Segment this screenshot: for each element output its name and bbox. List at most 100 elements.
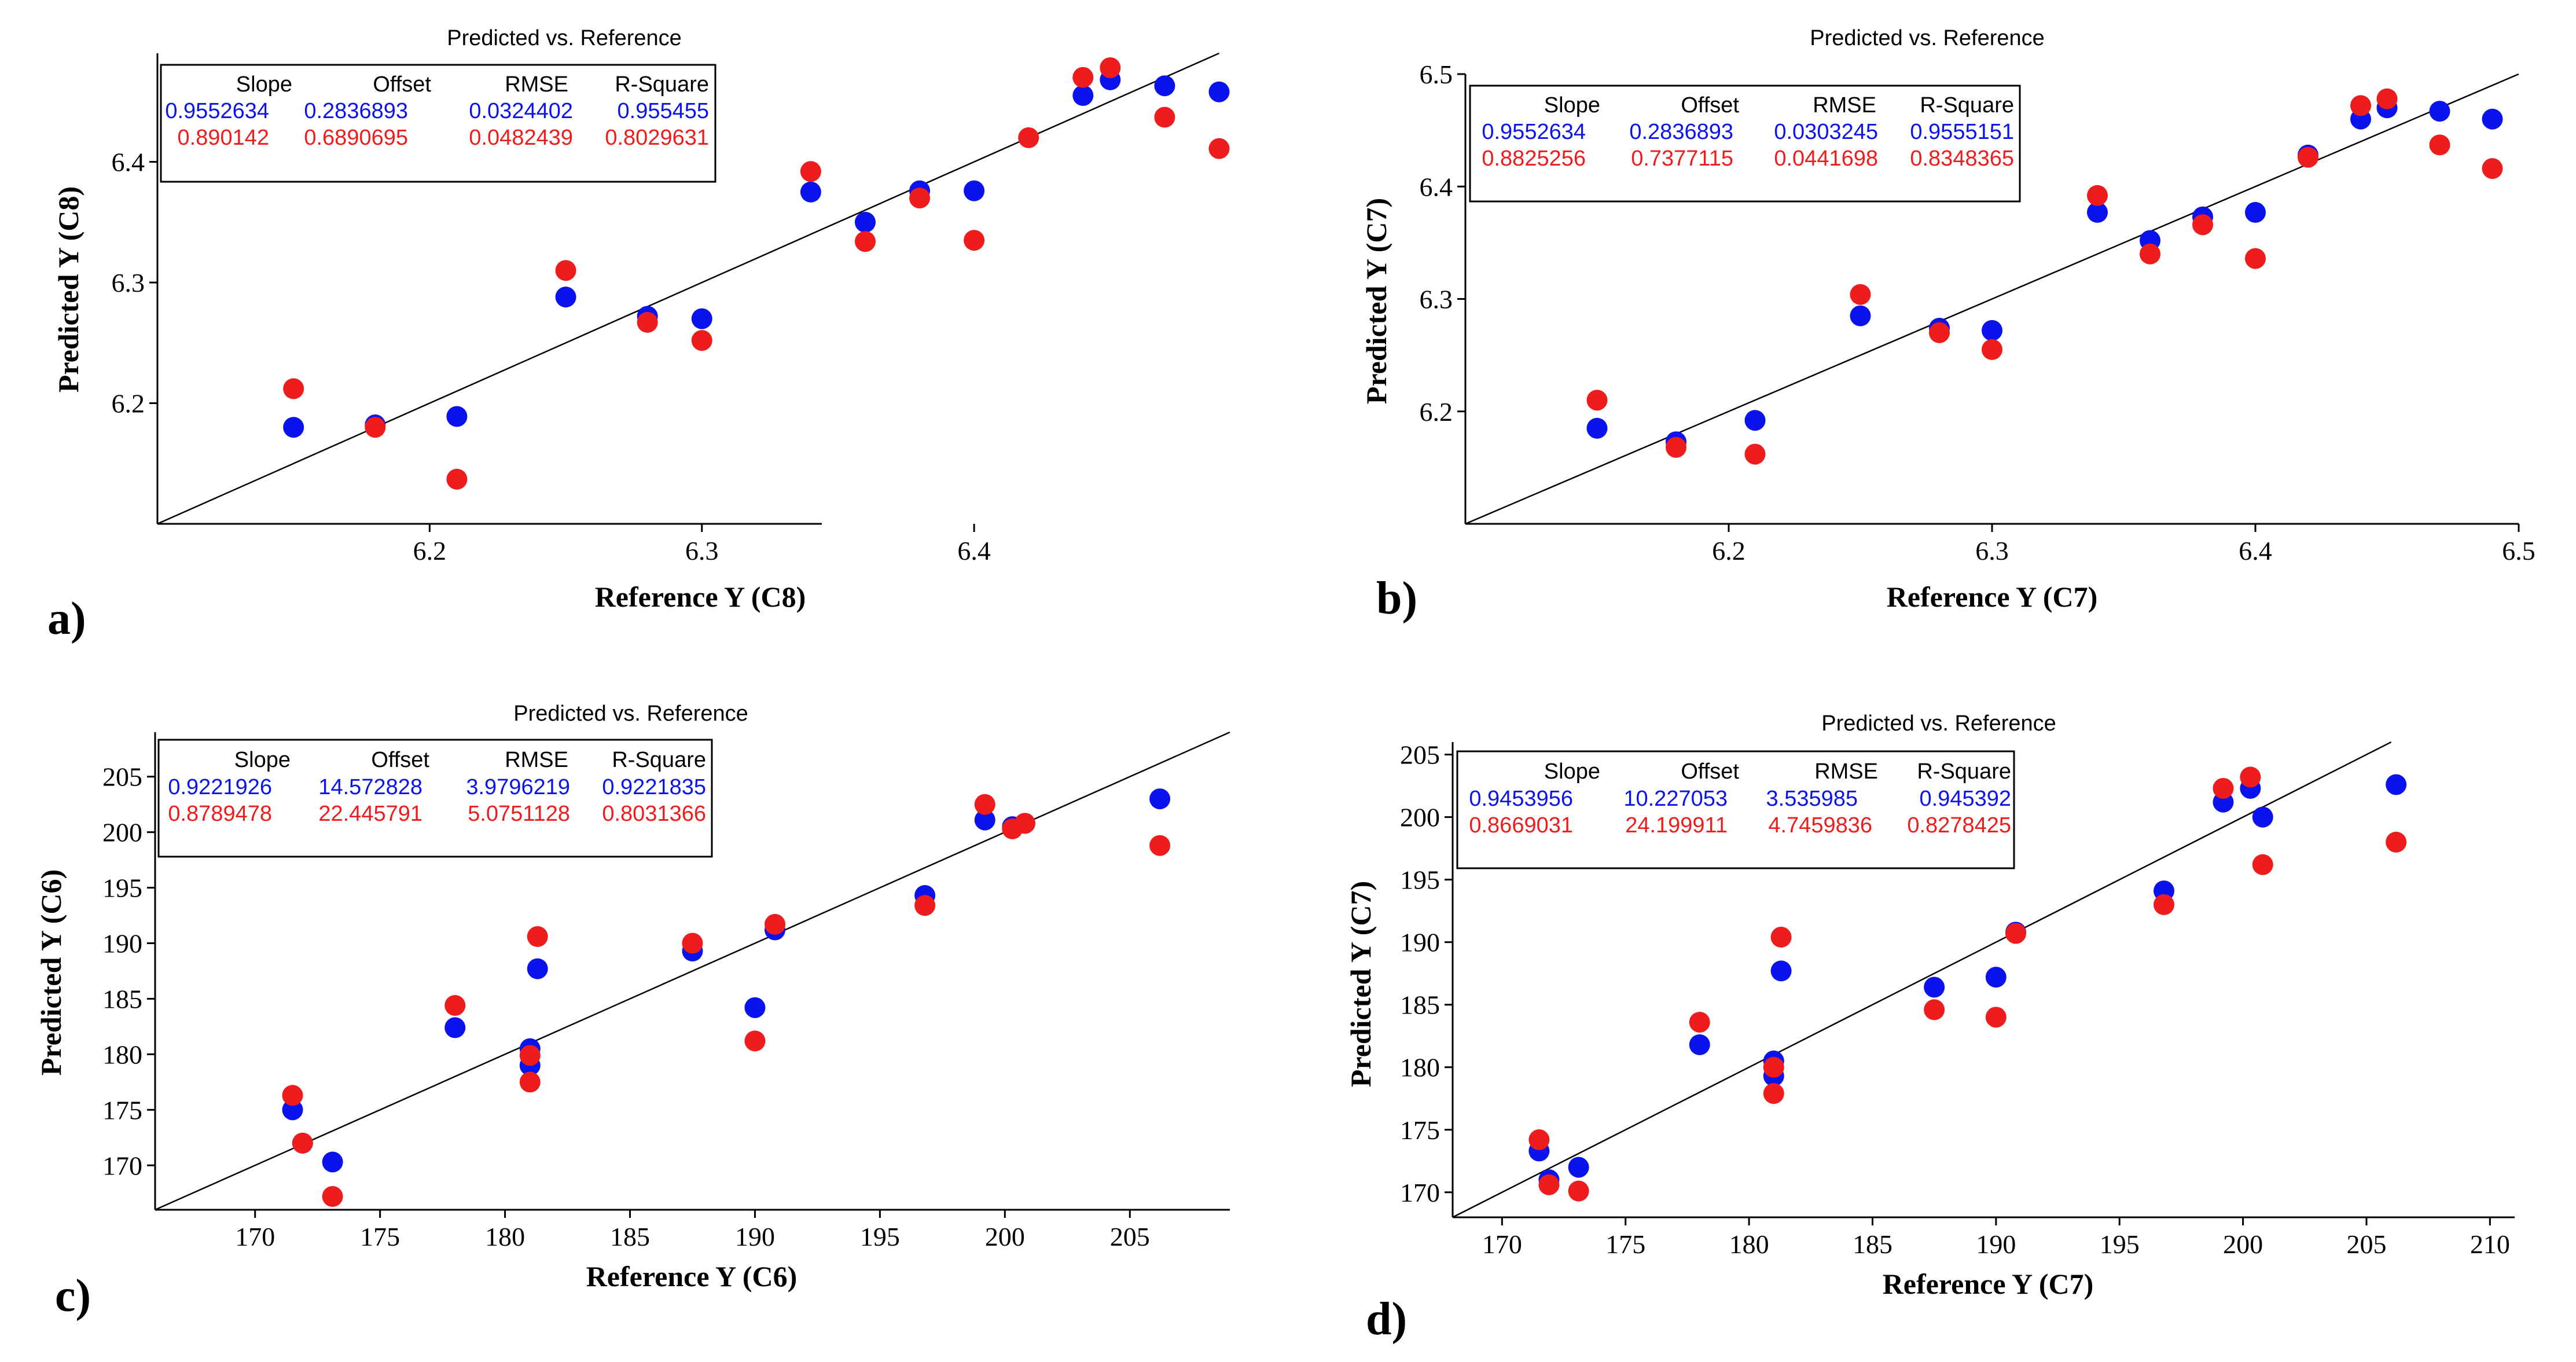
red-data-point	[914, 895, 936, 916]
blue-data-point	[1982, 320, 2002, 341]
blue-data-point	[1208, 81, 1230, 102]
x-tick-labels: 170 175 180 185 190 195 200 205	[235, 1210, 1150, 1251]
x-tick-label: 6.2	[1712, 536, 1745, 566]
y-axis-label: Predicted Y (C7)	[1360, 198, 1392, 404]
x-axis-label: Reference Y (C8)	[595, 581, 806, 613]
x-tick-label: 6.3	[685, 536, 719, 566]
red-data-point	[283, 378, 304, 399]
y-tick-labels: 6.2 6.3 6.4 6.5	[1420, 60, 1465, 427]
stats-header-offset: Offset	[1681, 93, 1739, 118]
stats-header-rsquare: R-Square	[1917, 759, 2011, 784]
x-tick-label: 195	[860, 1222, 900, 1251]
target-line	[1465, 73, 2519, 525]
stats-header-offset: Offset	[1681, 759, 1739, 784]
stats-blue-offset: 0.2836893	[304, 99, 408, 123]
red-data-point	[2482, 158, 2503, 179]
red-data-point	[2213, 777, 2234, 799]
red-data-point	[1924, 999, 1945, 1020]
x-tick-label: 190	[1976, 1229, 2016, 1259]
blue-data-point	[1770, 960, 1792, 982]
x-tick-labels: 6.2 6.3 6.4	[413, 524, 991, 566]
red-data-point	[974, 794, 995, 815]
y-tick-label: 175	[1400, 1115, 1440, 1145]
x-tick-label: 180	[1729, 1229, 1769, 1259]
stats-red-rsquare: 0.8031366	[602, 802, 706, 826]
blue-data-point	[800, 181, 821, 203]
blue-data-point	[2245, 201, 2266, 223]
chart-title: Predicted vs. Reference	[1821, 711, 2056, 736]
red-data-point	[519, 1071, 541, 1093]
stats-red-slope: 0.8789478	[168, 802, 272, 826]
stats-red-rmse: 5.0751128	[468, 802, 570, 826]
blue-data-point	[1689, 1034, 1710, 1055]
chart-title: Predicted vs. Reference	[1810, 26, 2045, 50]
red-data-point	[1072, 67, 1094, 88]
y-tick-label: 190	[1400, 928, 1440, 957]
y-tick-labels: 6.2 6.3 6.4	[112, 148, 157, 418]
stats-red-offset: 0.6890695	[304, 126, 408, 150]
blue-data-point	[744, 997, 766, 1018]
blue-data-point	[691, 308, 712, 329]
blue-data-point	[974, 809, 995, 831]
panel-a: Predicted vs. Reference 6.2 6.3 6.4 6.2 6.3…	[47, 26, 1230, 644]
red-data-point	[2087, 185, 2108, 206]
panel-label: d)	[1366, 1294, 1407, 1345]
y-tick-labels: 170 175 180 185 190 195 200 205	[102, 762, 155, 1180]
x-tick-label: 205	[2346, 1229, 2386, 1259]
x-tick-label: 185	[1853, 1229, 1893, 1259]
blue-data-point	[527, 958, 548, 979]
blue-data-point	[555, 287, 576, 308]
stats-table-box	[1456, 750, 2015, 869]
y-tick-label: 180	[1400, 1053, 1440, 1082]
x-tick-label: 210	[2470, 1229, 2510, 1259]
red-data-point	[1929, 322, 1950, 343]
stats-blue-rmse: 0.0324402	[469, 99, 573, 123]
stats-red-rmse: 0.0441698	[1774, 146, 1878, 171]
red-data-point	[555, 260, 576, 281]
blue-data-point	[444, 1017, 466, 1038]
y-tick-label: 6.2	[1420, 397, 1453, 427]
red-data-point	[2140, 243, 2160, 265]
blue-data-point	[1985, 967, 2007, 988]
stats-header-rsquare: R-Square	[615, 72, 709, 97]
red-data-point	[964, 230, 985, 251]
stats-blue-slope: 0.9552634	[1482, 120, 1586, 144]
stats-header-offset: Offset	[373, 72, 431, 97]
target-line	[1452, 741, 2392, 1218]
stats-blue-rsquare: 0.9555151	[1910, 120, 2014, 144]
chart-title: Predicted vs. Reference	[513, 702, 748, 726]
y-tick-label: 200	[102, 818, 142, 847]
x-tick-label: 190	[735, 1222, 775, 1251]
scatter-points	[282, 788, 1171, 1207]
red-data-point	[2298, 146, 2318, 168]
y-tick-label: 195	[1400, 865, 1440, 895]
red-data-point	[519, 1045, 541, 1066]
stats-header-slope: Slope	[234, 748, 291, 772]
x-tick-label: 180	[485, 1222, 525, 1251]
red-data-point	[744, 1030, 766, 1052]
blue-data-point	[2087, 201, 2108, 223]
stats-header-rmse: RMSE	[505, 748, 568, 772]
x-tick-label: 175	[1605, 1229, 1645, 1259]
y-tick-label: 185	[102, 984, 142, 1014]
blue-data-point	[1154, 75, 1175, 97]
panel-d: Predicted vs. Reference 170 175 180 185 190 1…	[1344, 711, 2515, 1345]
stats-red-offset: 0.7377115	[1631, 146, 1733, 171]
y-tick-label: 6.4	[112, 148, 145, 177]
blue-data-point	[1924, 976, 1945, 998]
stats-red-slope: 0.890142	[178, 126, 270, 150]
red-data-point	[2350, 95, 2371, 116]
red-data-point	[2245, 248, 2266, 269]
stats-red-rsquare: 0.8029631	[605, 126, 709, 150]
blue-data-point	[2482, 108, 2503, 130]
x-tick-label: 6.4	[957, 536, 991, 566]
blue-data-point	[2252, 806, 2273, 828]
stats-red-rsquare: 0.8348365	[1910, 146, 2014, 171]
stats-blue-offset: 10.227053	[1623, 787, 1728, 811]
stats-table: Slope Offset RMSE R-Square 0.9453956 10.…	[1456, 750, 2015, 869]
x-tick-label: 6.4	[2239, 536, 2272, 566]
panel-label: a)	[47, 593, 86, 644]
red-data-point	[909, 188, 931, 209]
red-data-point	[2429, 134, 2450, 156]
y-tick-label: 185	[1400, 990, 1440, 1020]
